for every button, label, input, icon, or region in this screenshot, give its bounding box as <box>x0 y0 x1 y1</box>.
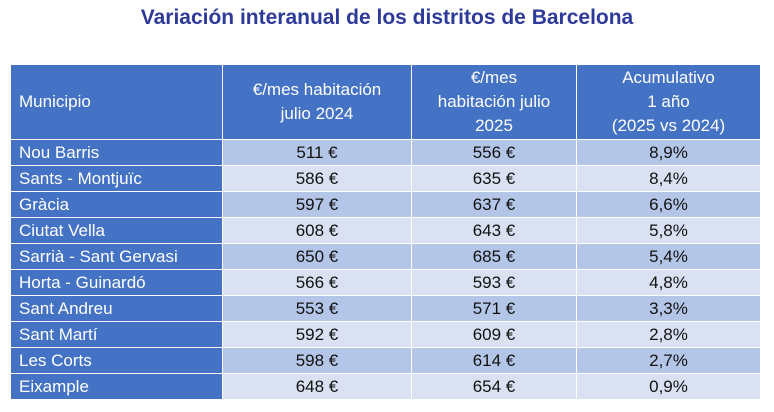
table-row: Gràcia 597 €637 €6,6% <box>10 191 761 218</box>
header-line: Municipio <box>19 92 91 111</box>
header-cumulative: Acumulativo 1 año (2025 vs 2024) <box>576 64 761 140</box>
cell-cumulative: 0,9% <box>576 373 761 400</box>
header-line: 2025 <box>475 116 513 135</box>
cell-price-2024: 586 € <box>222 165 412 192</box>
header-line: €/mes habitación <box>252 80 382 99</box>
cell-municipio: Nou Barris <box>10 139 223 166</box>
cell-price-2025: 637 € <box>411 191 577 218</box>
cell-price-2025: 614 € <box>411 347 577 374</box>
cell-municipio: Horta - Guinardó <box>10 269 223 296</box>
cell-cumulative: 2,7% <box>576 347 761 374</box>
cell-price-2025: 685 € <box>411 243 577 270</box>
cell-price-2025: 654 € <box>411 373 577 400</box>
header-line: €/mes <box>470 68 518 87</box>
cell-municipio: Eixample <box>10 373 223 400</box>
cell-price-2024: 597 € <box>222 191 412 218</box>
header-municipio: Municipio <box>10 64 223 140</box>
cell-cumulative: 5,4% <box>576 243 761 270</box>
table-row: Sarrià - Sant Gervasi 650 €685 €5,4% <box>10 243 761 270</box>
cell-price-2024: 511 € <box>222 139 412 166</box>
table-row: Nou Barris 511 €556 €8,9% <box>10 139 761 166</box>
cell-cumulative: 3,3% <box>576 295 761 322</box>
cell-price-2024: 553 € <box>222 295 412 322</box>
header-price-2024: €/mes habitación julio 2024 <box>222 64 412 140</box>
cell-cumulative: 4,8% <box>576 269 761 296</box>
table-row: Sants - Montjuïc 586 €635 €8,4% <box>10 165 761 192</box>
data-table: Municipio €/mes habitación julio 2024 €/mes… <box>10 64 761 400</box>
table-row: Les Corts 598 €614 €2,7% <box>10 347 761 374</box>
chart-title: Variación interanual de los distritos de… <box>140 6 634 29</box>
cell-price-2024: 592 € <box>222 321 412 348</box>
cell-cumulative: 5,8% <box>576 217 761 244</box>
cell-cumulative: 6,6% <box>576 191 761 218</box>
table-row: Eixample 648 €654 €0,9% <box>10 373 761 400</box>
cell-municipio: Gràcia <box>10 191 223 218</box>
table-row: Sant Andreu 553 €571 €3,3% <box>10 295 761 322</box>
cell-municipio: Les Corts <box>10 347 223 374</box>
cell-cumulative: 8,9% <box>576 139 761 166</box>
header-line: habitación julio <box>437 92 551 111</box>
cell-cumulative: 8,4% <box>576 165 761 192</box>
cell-price-2025: 609 € <box>411 321 577 348</box>
header-line: Acumulativo <box>622 68 715 87</box>
header-row: Municipio €/mes habitación julio 2024 €/mes… <box>10 64 761 140</box>
cell-price-2024: 566 € <box>222 269 412 296</box>
header-price-2025: €/mes habitación julio 2025 <box>411 64 577 140</box>
header-line: 1 año <box>647 92 690 111</box>
cell-cumulative: 2,8% <box>576 321 761 348</box>
cell-price-2025: 556 € <box>411 139 577 166</box>
cell-municipio: Sarrià - Sant Gervasi <box>10 243 223 270</box>
cell-price-2024: 650 € <box>222 243 412 270</box>
table-row: Sant Martí 592 €609 €2,8% <box>10 321 761 348</box>
cell-municipio: Sant Martí <box>10 321 223 348</box>
cell-municipio: Ciutat Vella <box>10 217 223 244</box>
cell-price-2025: 635 € <box>411 165 577 192</box>
cell-price-2025: 643 € <box>411 217 577 244</box>
header-line: (2025 vs 2024) <box>611 116 726 135</box>
cell-price-2024: 608 € <box>222 217 412 244</box>
cell-price-2025: 571 € <box>411 295 577 322</box>
cell-price-2024: 598 € <box>222 347 412 374</box>
table-body: Nou Barris 511 €556 €8,9% Sants - Montjuïc… <box>10 139 761 400</box>
table-header: Municipio €/mes habitación julio 2024 €/mes… <box>10 64 761 140</box>
table-row: Ciutat Vella 608 €643 €5,8% <box>10 217 761 244</box>
cell-municipio: Sants - Montjuïc <box>10 165 223 192</box>
table-row: Horta - Guinardó 566 €593 €4,8% <box>10 269 761 296</box>
header-line: julio 2024 <box>280 104 354 123</box>
cell-price-2024: 648 € <box>222 373 412 400</box>
cell-price-2025: 593 € <box>411 269 577 296</box>
cell-municipio: Sant Andreu <box>10 295 223 322</box>
